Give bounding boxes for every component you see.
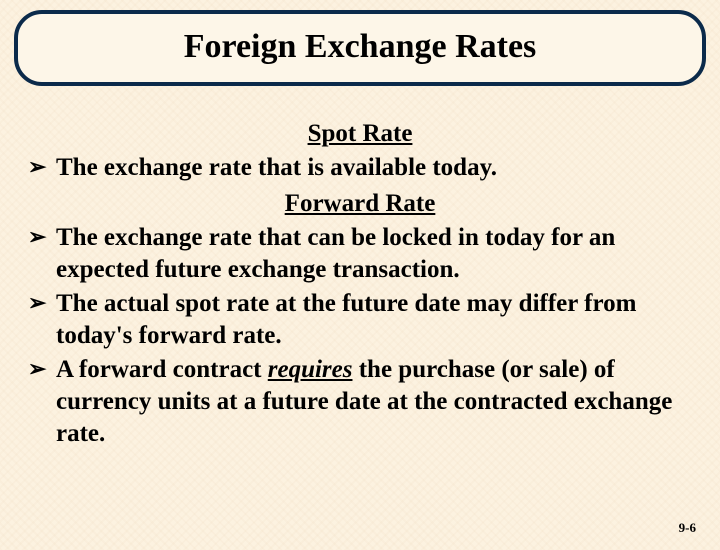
slide-title: Foreign Exchange Rates [28, 28, 692, 66]
slide-body: Spot Rate ➢ The exchange rate that is av… [0, 86, 720, 450]
bullet-text: The exchange rate that is available toda… [56, 152, 692, 184]
bullet-item: ➢ A forward contract requires the purcha… [28, 354, 692, 450]
bullet-arrow-icon: ➢ [28, 222, 56, 286]
title-box: Foreign Exchange Rates [14, 10, 706, 86]
bullet-arrow-icon: ➢ [28, 152, 56, 184]
bullet-text: A forward contract requires the purchase… [56, 354, 692, 450]
bullet-text: The actual spot rate at the future date … [56, 288, 692, 352]
bullet-item: ➢ The exchange rate that is available to… [28, 152, 692, 184]
bullet-arrow-icon: ➢ [28, 354, 56, 450]
subheading-forward-rate: Forward Rate [28, 188, 692, 220]
bullet-item: ➢ The exchange rate that can be locked i… [28, 222, 692, 286]
bullet-arrow-icon: ➢ [28, 288, 56, 352]
page-number: 9-6 [679, 520, 696, 536]
subheading-spot-rate: Spot Rate [28, 118, 692, 150]
bullet-item: ➢ The actual spot rate at the future dat… [28, 288, 692, 352]
bullet-text: The exchange rate that can be locked in … [56, 222, 692, 286]
